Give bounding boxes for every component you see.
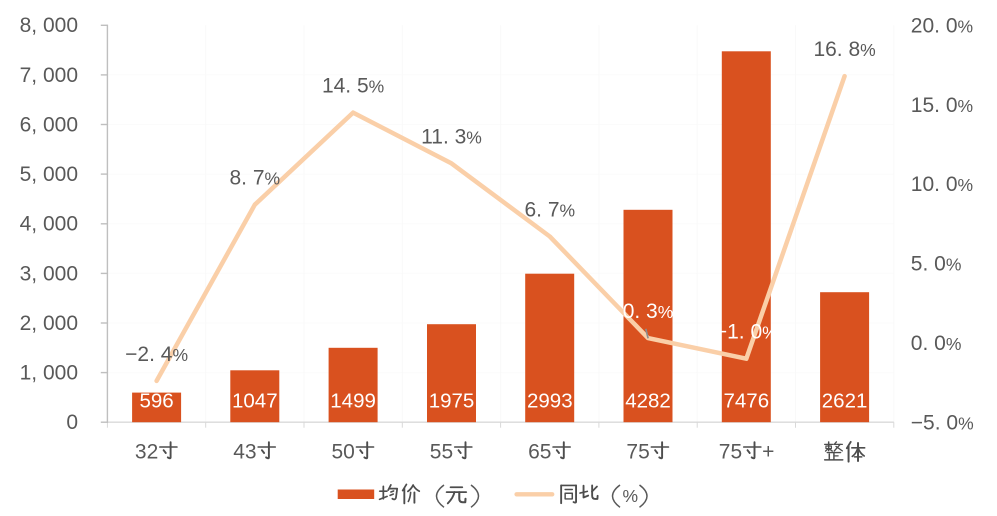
svg-text:1499: 1499 [330,389,376,412]
svg-text:3, 000: 3, 000 [20,262,78,285]
svg-text:20. 0%: 20. 0% [911,14,973,37]
svg-text:10. 0%: 10. 0% [911,173,973,196]
svg-text:6. 7%: 6. 7% [525,199,576,222]
svg-text:1047: 1047 [232,389,278,412]
svg-text:1, 000: 1, 000 [20,362,78,385]
svg-text:4282: 4282 [625,389,671,412]
svg-text:596: 596 [139,389,173,412]
svg-text:7476: 7476 [723,389,769,412]
svg-text:32: 32 [135,441,158,464]
svg-text:2621: 2621 [822,389,868,412]
svg-text:0. 3%: 0. 3% [623,300,674,323]
svg-text:5, 000: 5, 000 [20,163,78,186]
svg-text:%: % [623,486,639,506]
svg-text:6, 000: 6, 000 [20,113,78,136]
svg-text:5. 0%: 5. 0% [911,253,962,276]
svg-text:2, 000: 2, 000 [20,312,78,335]
svg-text:7, 000: 7, 000 [20,64,78,87]
svg-text:+: + [762,441,774,464]
svg-text:43: 43 [233,441,256,464]
svg-text:−1. 0%: −1. 0% [715,321,778,344]
svg-text:75: 75 [626,441,649,464]
svg-text:−2. 4%: −2. 4% [125,343,188,366]
svg-text:4, 000: 4, 000 [20,213,78,236]
svg-text:0. 0%: 0. 0% [911,332,962,355]
svg-text:0: 0 [66,411,78,434]
svg-text:55: 55 [430,441,453,464]
svg-text:1975: 1975 [429,389,475,412]
svg-text:11. 3%: 11. 3% [421,125,482,148]
svg-text:8. 7%: 8. 7% [230,167,281,190]
svg-text:15. 0%: 15. 0% [911,94,973,117]
svg-text:65: 65 [528,441,551,464]
svg-text:8, 000: 8, 000 [20,14,78,37]
svg-text:2993: 2993 [527,389,573,412]
svg-text:−5. 0%: −5. 0% [911,411,974,434]
svg-text:75: 75 [719,441,742,464]
svg-text:16. 8%: 16. 8% [813,38,875,61]
svg-text:50: 50 [332,441,355,464]
svg-text:14. 5%: 14. 5% [322,75,384,98]
